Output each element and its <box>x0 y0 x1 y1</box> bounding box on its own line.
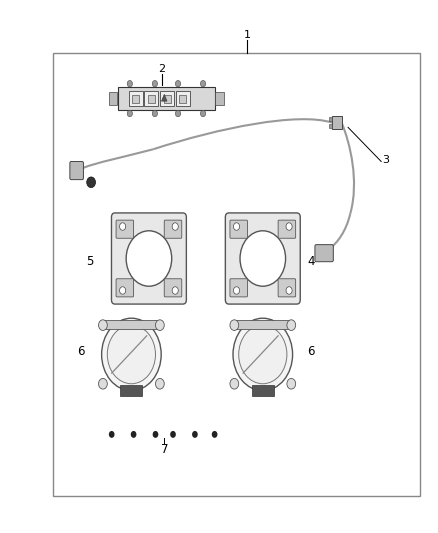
Circle shape <box>170 431 176 438</box>
Circle shape <box>126 231 172 286</box>
Circle shape <box>233 287 240 294</box>
Circle shape <box>286 287 292 294</box>
Circle shape <box>99 320 107 330</box>
Circle shape <box>99 378 107 389</box>
Circle shape <box>175 80 180 87</box>
FancyBboxPatch shape <box>164 279 182 297</box>
Circle shape <box>152 431 158 438</box>
Circle shape <box>155 320 164 330</box>
FancyBboxPatch shape <box>278 279 296 297</box>
Circle shape <box>230 378 239 389</box>
Circle shape <box>287 378 296 389</box>
Circle shape <box>120 287 126 294</box>
Bar <box>160 91 174 107</box>
Bar <box>328 124 332 128</box>
Circle shape <box>155 378 164 389</box>
FancyBboxPatch shape <box>315 245 333 262</box>
Bar <box>109 92 117 106</box>
Circle shape <box>120 223 126 230</box>
Text: 1: 1 <box>244 30 251 39</box>
Bar <box>215 92 224 106</box>
Circle shape <box>127 110 132 117</box>
Bar <box>234 320 291 329</box>
Bar <box>179 95 186 102</box>
Bar <box>53 53 420 496</box>
Circle shape <box>201 110 206 117</box>
FancyBboxPatch shape <box>225 213 300 304</box>
Circle shape <box>201 80 206 87</box>
FancyBboxPatch shape <box>111 213 187 304</box>
Circle shape <box>109 431 114 438</box>
Text: 6: 6 <box>77 345 85 358</box>
Circle shape <box>87 177 95 188</box>
Text: 2: 2 <box>159 64 166 74</box>
FancyBboxPatch shape <box>278 220 296 238</box>
Circle shape <box>233 223 240 230</box>
Polygon shape <box>162 94 167 101</box>
FancyBboxPatch shape <box>116 220 134 238</box>
Circle shape <box>230 320 239 330</box>
Circle shape <box>212 431 217 438</box>
Circle shape <box>172 287 178 294</box>
Bar <box>328 117 332 122</box>
FancyBboxPatch shape <box>230 220 247 238</box>
Bar <box>176 91 190 107</box>
Circle shape <box>152 110 158 117</box>
FancyBboxPatch shape <box>116 279 134 297</box>
Circle shape <box>287 320 296 330</box>
Circle shape <box>286 223 292 230</box>
Circle shape <box>175 110 180 117</box>
Bar <box>118 87 215 110</box>
Circle shape <box>239 325 287 384</box>
Text: 7: 7 <box>160 443 168 456</box>
Circle shape <box>152 80 158 87</box>
Circle shape <box>233 318 293 391</box>
Bar <box>148 95 155 102</box>
Text: 6: 6 <box>307 345 315 358</box>
Bar <box>145 91 159 107</box>
Bar <box>103 320 160 329</box>
Text: 5: 5 <box>86 255 93 268</box>
Circle shape <box>131 431 137 438</box>
Bar <box>129 91 143 107</box>
Bar <box>163 95 170 102</box>
Circle shape <box>192 431 198 438</box>
Text: 3: 3 <box>382 155 389 165</box>
Circle shape <box>102 318 161 391</box>
Circle shape <box>107 325 155 384</box>
Bar <box>132 95 139 102</box>
FancyBboxPatch shape <box>164 220 182 238</box>
Bar <box>120 385 142 396</box>
FancyBboxPatch shape <box>70 161 83 180</box>
Bar <box>332 116 342 129</box>
Text: 4: 4 <box>307 255 315 268</box>
Circle shape <box>172 223 178 230</box>
Bar <box>252 385 274 396</box>
Circle shape <box>127 80 132 87</box>
FancyBboxPatch shape <box>230 279 247 297</box>
Circle shape <box>240 231 286 286</box>
